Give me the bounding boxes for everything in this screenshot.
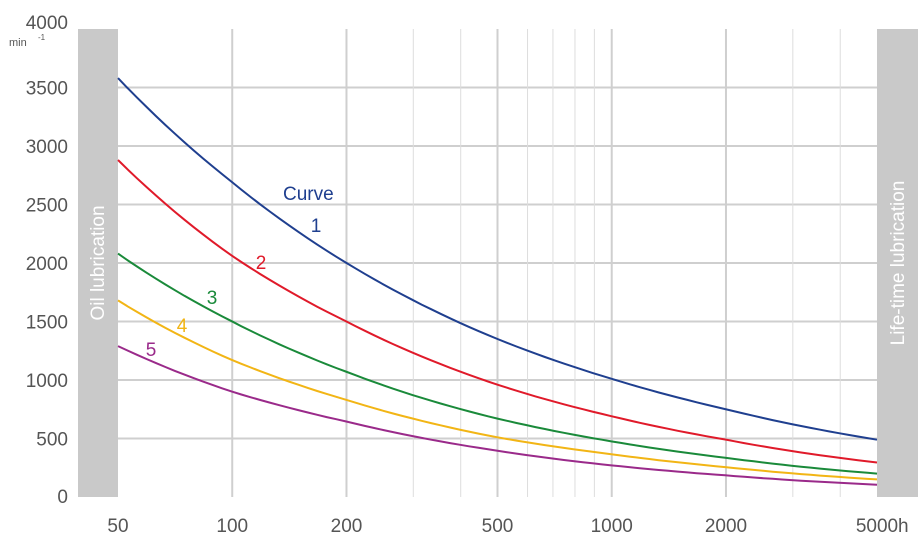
- series-line-4: [117, 299, 878, 481]
- y-tick-label: 4000: [26, 13, 68, 34]
- y-tick-label: 2500: [26, 196, 68, 217]
- y-tick-label: 500: [36, 430, 68, 451]
- series-label-1: 1: [311, 216, 322, 237]
- y-tick-label: 3000: [26, 137, 68, 158]
- x-unit-label: h: [898, 516, 909, 537]
- x-tick-label: 2000: [705, 516, 747, 537]
- series-line-5: [117, 345, 878, 486]
- y-tick-label: 1500: [26, 313, 68, 334]
- x-tick-label: 50: [107, 516, 128, 537]
- y-unit-label: min: [9, 37, 27, 49]
- left-band-label: Oil lubrication: [88, 205, 109, 320]
- series-label-3: 3: [207, 288, 218, 309]
- series-label-2: 2: [256, 253, 267, 274]
- right-band: [877, 29, 918, 497]
- series-line-3: [117, 252, 878, 475]
- y-tick-label: 3500: [26, 79, 68, 100]
- x-tick-label: 200: [331, 516, 363, 537]
- y-unit-exponent: -1: [38, 33, 46, 42]
- left-band: [78, 29, 118, 497]
- series-label-4: 4: [177, 316, 188, 337]
- series-line-1: [117, 77, 878, 441]
- right-band-label: Life-time lubrication: [888, 181, 909, 346]
- y-tick-label: 1000: [26, 371, 68, 392]
- x-tick-label: 500: [482, 516, 514, 537]
- grid: [118, 29, 877, 497]
- series-label-5: 5: [146, 340, 157, 361]
- x-tick-label: 5000: [856, 516, 898, 537]
- y-tick-label: 0: [57, 487, 68, 508]
- y-tick-label: 2000: [26, 254, 68, 275]
- x-tick-label: 1000: [591, 516, 633, 537]
- curve-heading: Curve: [283, 184, 334, 205]
- series-group: 1 2 345: [117, 77, 878, 486]
- series-line-2: [117, 159, 878, 464]
- x-tick-label: 100: [216, 516, 248, 537]
